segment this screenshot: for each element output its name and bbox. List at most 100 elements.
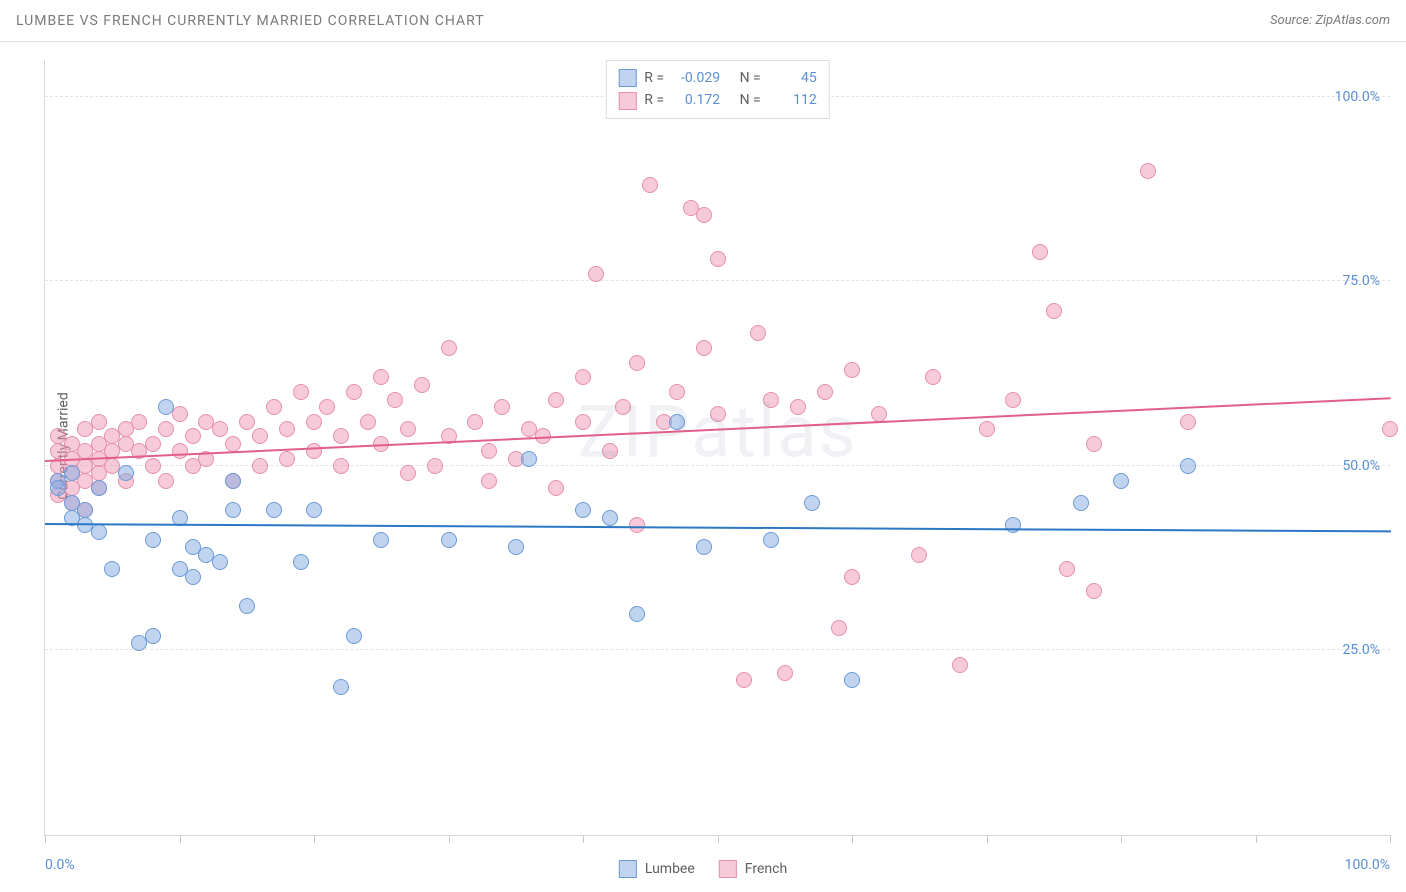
scatter-point-french [750, 325, 766, 341]
scatter-point-lumbee [1005, 517, 1021, 533]
scatter-point-french [817, 384, 833, 400]
legend-item-lumbee: Lumbee [619, 860, 695, 878]
scatter-point-lumbee [441, 532, 457, 548]
scatter-point-french [1086, 436, 1102, 452]
scatter-point-french [373, 369, 389, 385]
scatter-point-french [158, 421, 174, 437]
scatter-point-lumbee [346, 628, 362, 644]
xtick-mark [314, 835, 315, 843]
scatter-point-lumbee [521, 451, 537, 467]
scatter-point-french [602, 443, 618, 459]
swatch-french [719, 860, 737, 878]
scatter-point-french [279, 421, 295, 437]
scatter-point-lumbee [1073, 495, 1089, 511]
xtick-mark [180, 835, 181, 843]
scatter-point-lumbee [804, 495, 820, 511]
stats-legend-row-lumbee: R = -0.029 N = 45 [618, 67, 816, 89]
scatter-point-french [225, 436, 241, 452]
scatter-point-french [952, 657, 968, 673]
scatter-point-french [831, 620, 847, 636]
scatter-point-french [441, 340, 457, 356]
xtick-mark [1256, 835, 1257, 843]
scatter-point-french [1180, 414, 1196, 430]
source-attribution: Source: ZipAtlas.com [1270, 13, 1390, 28]
scatter-point-lumbee [185, 569, 201, 585]
scatter-point-french [494, 399, 510, 415]
scatter-point-french [481, 443, 497, 459]
scatter-point-french [1140, 163, 1156, 179]
scatter-point-french [777, 665, 793, 681]
scatter-point-french [696, 207, 712, 223]
scatter-point-lumbee [64, 465, 80, 481]
scatter-point-french [319, 399, 335, 415]
scatter-point-french [414, 377, 430, 393]
scatter-point-lumbee [306, 502, 322, 518]
scatter-point-french [615, 399, 631, 415]
scatter-point-french [427, 458, 443, 474]
gridline-h [45, 280, 1390, 281]
xtick-mark [1121, 835, 1122, 843]
scatter-point-french [1032, 244, 1048, 260]
scatter-point-french [145, 458, 161, 474]
scatter-point-lumbee [104, 561, 120, 577]
n-label: N = [740, 67, 761, 89]
plot-area: 25.0%50.0%75.0%100.0% [45, 60, 1390, 835]
scatter-point-french [212, 421, 228, 437]
scatter-point-french [172, 406, 188, 422]
scatter-point-french [279, 451, 295, 467]
scatter-point-lumbee [293, 554, 309, 570]
scatter-point-lumbee [333, 679, 349, 695]
scatter-point-french [400, 465, 416, 481]
scatter-point-french [642, 177, 658, 193]
scatter-point-french [575, 414, 591, 430]
swatch-lumbee [618, 69, 636, 87]
r-label: R = [644, 67, 664, 89]
n-label: N = [740, 89, 761, 111]
scatter-point-french [252, 428, 268, 444]
ytick-label: 50.0% [1342, 458, 1380, 474]
stats-legend-row-french: R = 0.172 N = 112 [618, 89, 816, 111]
scatter-point-french [239, 414, 255, 430]
scatter-point-lumbee [696, 539, 712, 555]
scatter-point-french [266, 399, 282, 415]
scatter-point-french [346, 384, 362, 400]
scatter-point-french [91, 414, 107, 430]
scatter-point-french [911, 547, 927, 563]
scatter-point-french [710, 251, 726, 267]
swatch-french [618, 92, 636, 110]
scatter-point-lumbee [763, 532, 779, 548]
scatter-point-french [710, 406, 726, 422]
xtick-label: 0.0% [45, 857, 75, 873]
ytick-label: 25.0% [1342, 642, 1380, 658]
scatter-point-french [588, 266, 604, 282]
header: LUMBEE VS FRENCH CURRENTLY MARRIED CORRE… [0, 0, 1406, 42]
scatter-point-french [185, 428, 201, 444]
xtick-mark [852, 835, 853, 843]
scatter-point-french [145, 436, 161, 452]
n-value-lumbee: 45 [769, 67, 817, 89]
r-value-french: 0.172 [672, 89, 720, 111]
scatter-point-french [1005, 392, 1021, 408]
r-label: R = [644, 89, 664, 111]
scatter-point-lumbee [145, 628, 161, 644]
xtick-mark [1390, 835, 1391, 843]
ytick-label: 75.0% [1342, 273, 1380, 289]
legend-label-lumbee: Lumbee [645, 861, 695, 877]
scatter-point-lumbee [669, 414, 685, 430]
scatter-point-french [763, 392, 779, 408]
scatter-point-french [1382, 421, 1398, 437]
scatter-point-french [979, 421, 995, 437]
scatter-point-french [1059, 561, 1075, 577]
scatter-point-french [333, 458, 349, 474]
scatter-point-lumbee [50, 480, 66, 496]
scatter-point-lumbee [91, 524, 107, 540]
source-name: ZipAtlas.com [1315, 13, 1390, 28]
chart-title: LUMBEE VS FRENCH CURRENTLY MARRIED CORRE… [16, 13, 485, 29]
xtick-mark [45, 835, 46, 843]
scatter-point-french [548, 480, 564, 496]
scatter-point-french [131, 414, 147, 430]
scatter-point-french [736, 672, 752, 688]
scatter-point-french [172, 443, 188, 459]
scatter-point-french [669, 384, 685, 400]
scatter-point-french [306, 414, 322, 430]
